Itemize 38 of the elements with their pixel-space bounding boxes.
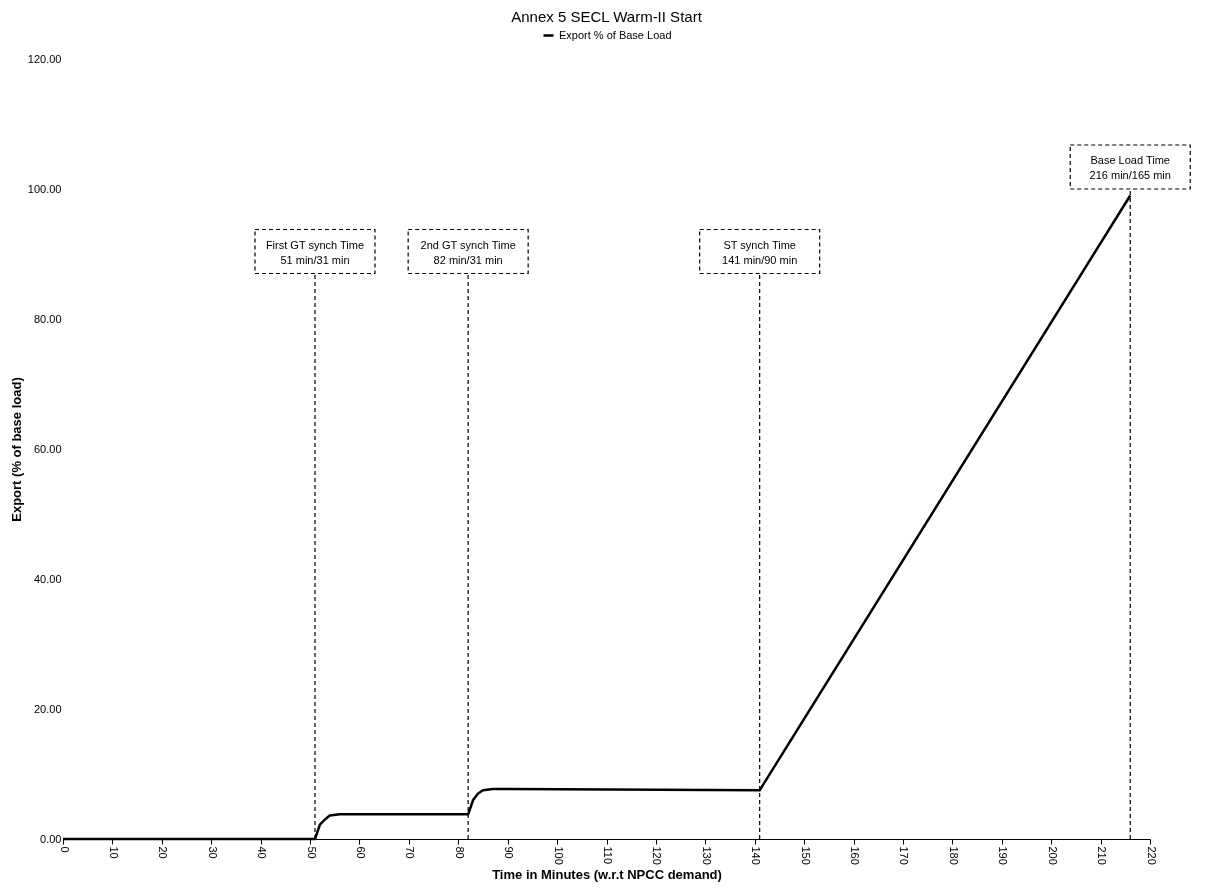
legend-label: Export % of Base Load bbox=[559, 28, 672, 41]
ref-line-label: 2nd GT synch Time 82 min/31 min bbox=[420, 238, 516, 266]
x-tick-label: 120 bbox=[651, 846, 664, 865]
y-tick-label: 60.00 bbox=[33, 442, 62, 455]
x-tick-label: 190 bbox=[997, 846, 1010, 865]
x-tick-label: 80 bbox=[453, 846, 466, 859]
x-tick-label: 110 bbox=[602, 846, 614, 865]
x-tick-label: 200 bbox=[1046, 846, 1059, 865]
x-tick-label: 150 bbox=[799, 846, 812, 865]
x-tick-label: 70 bbox=[404, 846, 417, 859]
x-tick-label: 210 bbox=[1096, 846, 1109, 865]
y-tick-label: 20.00 bbox=[33, 702, 62, 715]
y-tick-label: 0.00 bbox=[40, 832, 62, 845]
ref-line-label: ST synch Time 141 min/90 min bbox=[722, 238, 798, 266]
x-tick-label: 170 bbox=[898, 846, 911, 865]
x-tick-label: 10 bbox=[107, 846, 120, 859]
x-tick-label: 140 bbox=[750, 846, 763, 865]
ref-line-label: First GT synch Time 51 min/31 min bbox=[265, 238, 365, 266]
y-tick-label: 100.00 bbox=[27, 182, 62, 195]
y-tick-label: 40.00 bbox=[33, 572, 62, 585]
y-tick-label: 120.00 bbox=[27, 52, 62, 65]
x-tick-label: 60 bbox=[354, 846, 367, 859]
x-tick-label: 30 bbox=[206, 846, 219, 859]
x-tick-label: 40 bbox=[256, 846, 269, 859]
ref-line-label: Base Load Time 216 min/165 min bbox=[1089, 154, 1171, 181]
x-tick-label: 20 bbox=[157, 846, 170, 859]
x-tick-label: 0 bbox=[58, 846, 71, 853]
x-tick-label: 160 bbox=[849, 846, 862, 865]
y-axis-title: Export (% of base load) bbox=[8, 377, 24, 522]
x-tick-label: 180 bbox=[947, 846, 960, 865]
x-tick-label: 90 bbox=[503, 846, 516, 859]
chart-title: Annex 5 SECL Warm-II Start bbox=[511, 8, 703, 25]
x-tick-label: 100 bbox=[552, 846, 565, 865]
x-tick-label: 50 bbox=[305, 846, 318, 859]
x-tick-label: 220 bbox=[1145, 846, 1158, 865]
x-tick-label: 130 bbox=[700, 846, 713, 865]
y-tick-label: 80.00 bbox=[33, 312, 62, 325]
x-axis-title: Time in Minutes (w.r.t NPCC demand) bbox=[492, 866, 722, 882]
